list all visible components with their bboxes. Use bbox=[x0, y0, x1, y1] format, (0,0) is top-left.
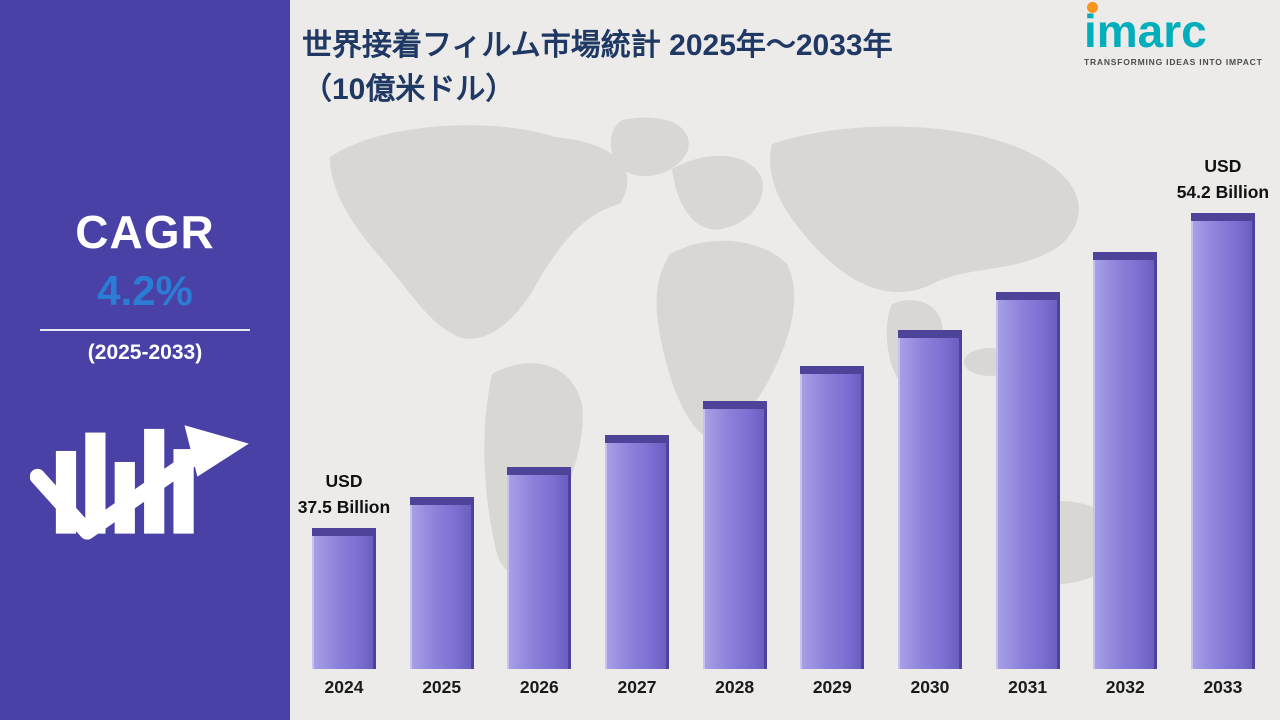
bar-2025 bbox=[409, 497, 474, 669]
bar-2030 bbox=[897, 330, 962, 669]
x-axis-label-2031: 2031 bbox=[1008, 677, 1048, 697]
bar-group-2030: 2030 bbox=[897, 330, 962, 698]
bar-group-2033: USD 54.2 Billion 2033 bbox=[1177, 153, 1269, 699]
bar-group-2024: USD 37.5 Billion 2024 bbox=[298, 468, 390, 699]
imarc-logo: imarc TRANSFORMING IDEAS INTO IMPACT bbox=[1084, 2, 1263, 67]
logo-dot-icon bbox=[1087, 2, 1098, 13]
bar-2032 bbox=[1093, 252, 1158, 669]
x-axis-label-2033: 2033 bbox=[1203, 677, 1243, 697]
bar-2029 bbox=[800, 366, 865, 669]
chart-title-line1: 世界接着フィルム市場統計 2025年～2033年 bbox=[302, 29, 893, 62]
cagr-period: (2025-2033) bbox=[87, 341, 203, 364]
bar-group-2027: 2027 bbox=[604, 435, 669, 698]
chart-area: 世界接着フィルム市場統計 2025年～2033年 （10億米ドル） imarc … bbox=[290, 0, 1280, 720]
bar-2024 bbox=[312, 528, 376, 669]
imarc-logo-text: imarc bbox=[1084, 2, 1262, 57]
x-axis-label-2032: 2032 bbox=[1105, 677, 1145, 697]
bar-value-label-2033: USD 54.2 Billion bbox=[1176, 155, 1270, 202]
bar-chart: USD 37.5 Billion 2024 2025 2026 2027 2028 2029… bbox=[298, 153, 1269, 699]
divider-line bbox=[40, 329, 250, 331]
x-axis-label-2030: 2030 bbox=[910, 677, 950, 697]
bar-2031 bbox=[995, 292, 1060, 669]
cagr-label: CAGR bbox=[75, 206, 215, 258]
bar-2033 bbox=[1190, 213, 1255, 669]
chart-title: 世界接着フィルム市場統計 2025年～2033年 （10億米ドル） bbox=[302, 24, 1082, 111]
bar-group-2029: 2029 bbox=[800, 366, 865, 698]
bar-group-2032: 2032 bbox=[1093, 252, 1158, 698]
bar-2028 bbox=[702, 401, 767, 669]
cagr-value: 4.2% bbox=[97, 267, 193, 314]
bar-group-2026: 2026 bbox=[507, 467, 572, 698]
bar-group-2025: 2025 bbox=[409, 497, 474, 698]
x-axis-label-2028: 2028 bbox=[715, 677, 755, 697]
bar-group-2028: 2028 bbox=[702, 401, 767, 698]
x-axis-label-2027: 2027 bbox=[617, 677, 657, 697]
bar-2027 bbox=[604, 435, 669, 669]
x-axis-label-2025: 2025 bbox=[422, 677, 462, 697]
bar-group-2031: 2031 bbox=[995, 292, 1060, 698]
imarc-tagline: TRANSFORMING IDEAS INTO IMPACT bbox=[1084, 57, 1263, 67]
growth-chart-icon bbox=[29, 405, 260, 557]
chart-title-line2: （10億米ドル） bbox=[302, 72, 516, 106]
x-axis-label-2026: 2026 bbox=[519, 677, 559, 697]
x-axis-label-2024: 2024 bbox=[324, 677, 364, 697]
bar-value-label-2024: USD 37.5 Billion bbox=[297, 470, 391, 517]
imarc-wordmark: imarc bbox=[1084, 5, 1207, 57]
x-axis-label-2029: 2029 bbox=[812, 677, 852, 697]
bar-2026 bbox=[507, 467, 572, 669]
cagr-sidebar: CAGR 4.2% (2025-2033) bbox=[0, 0, 290, 720]
